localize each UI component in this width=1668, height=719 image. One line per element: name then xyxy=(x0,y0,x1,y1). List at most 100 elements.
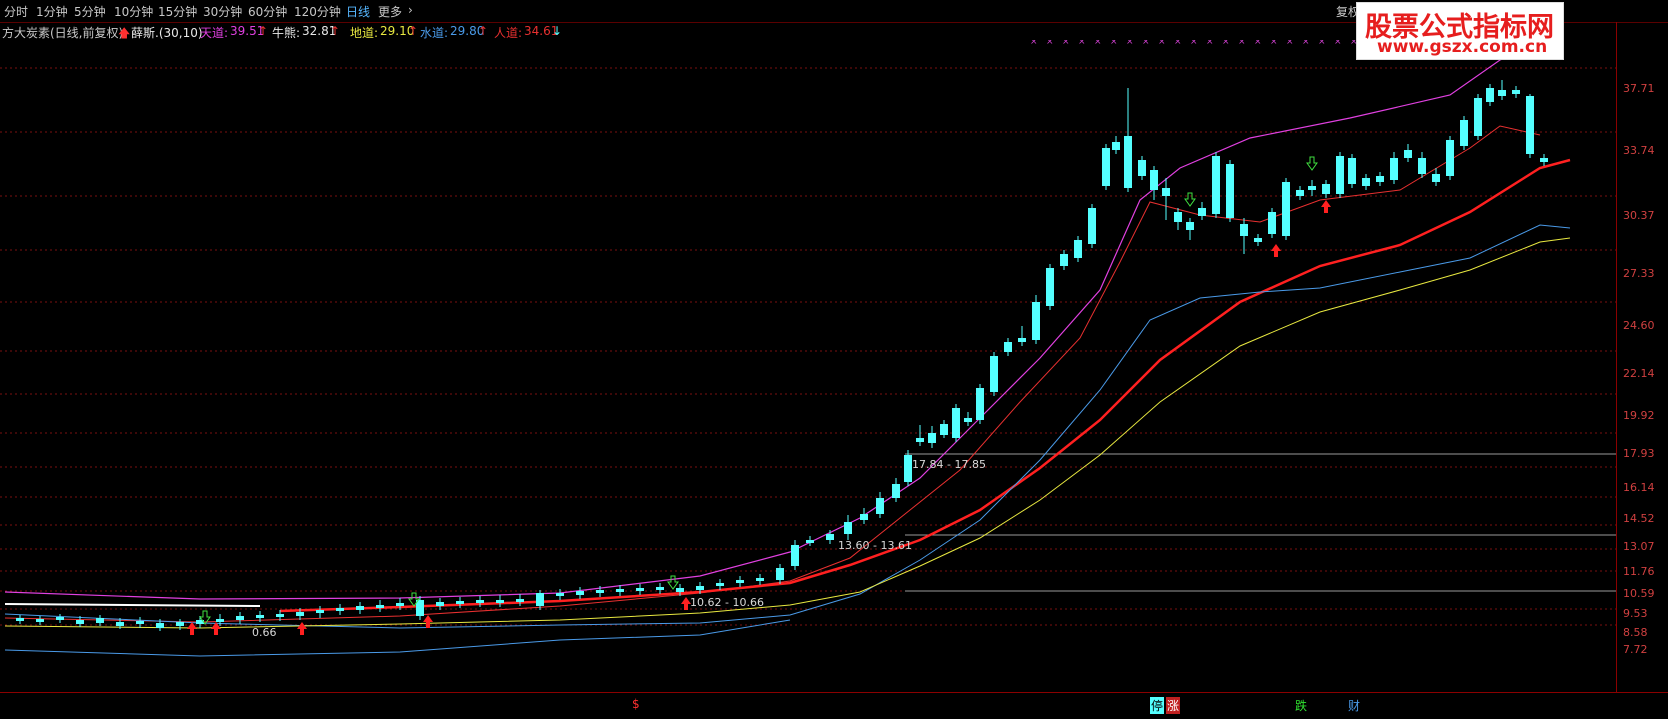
niuxiong-arrow-icon: ↑ xyxy=(330,24,341,38)
candle-body xyxy=(296,612,304,616)
candle-body xyxy=(1348,158,1356,184)
candle-body xyxy=(1074,240,1082,258)
candle-body xyxy=(1446,140,1454,176)
price-annotation-2: 13.60 - 13.61 xyxy=(838,539,912,552)
candle-body xyxy=(576,591,584,595)
x-marker-icon: × xyxy=(1046,40,1054,47)
period-tab-30min[interactable]: 30分钟 xyxy=(203,5,243,19)
candle-body xyxy=(736,580,744,583)
renxian-line xyxy=(4,125,1541,623)
shuidao-label: 水道: xyxy=(420,26,449,40)
sell-arrow-icon xyxy=(199,610,211,625)
candle-body xyxy=(636,588,644,591)
candle-body xyxy=(860,514,868,520)
lower-band-line xyxy=(4,619,791,657)
axis-tick: 30.37 xyxy=(1623,209,1655,222)
axis-tick: 19.92 xyxy=(1623,409,1655,422)
candle-body xyxy=(1240,224,1248,236)
didao-line xyxy=(4,237,1571,629)
shuidao-line xyxy=(4,224,1571,629)
price-annotation-3: 10.62 - 10.66 xyxy=(690,596,764,609)
candle-body xyxy=(176,622,184,626)
buy-arrow-icon xyxy=(681,597,691,610)
x-marker-icon: × xyxy=(1078,40,1086,47)
price-axis: 37.71 33.74 30.37 27.33 24.60 22.14 19.9… xyxy=(1616,22,1668,692)
period-tab-15min[interactable]: 15分钟 xyxy=(158,5,198,19)
x-marker-icon: × xyxy=(1334,40,1342,47)
candle-body xyxy=(1474,98,1482,136)
signal-bar: $ 停 涨 跌 财 xyxy=(0,692,1668,719)
x-marker-icon: × xyxy=(1222,40,1230,47)
signal-zhang-label: 涨 xyxy=(1166,697,1181,714)
buy-arrow-icon xyxy=(423,615,433,628)
candle-body xyxy=(1512,90,1520,94)
period-tab-5min[interactable]: 5分钟 xyxy=(74,5,106,19)
candle-body xyxy=(116,622,124,626)
candle-body xyxy=(1336,156,1344,194)
formula-name: 薛斯.(30,10) xyxy=(131,26,203,40)
x-marker-icon: × xyxy=(1238,40,1246,47)
buy-arrow-icon xyxy=(1271,244,1281,257)
candle-body xyxy=(876,498,884,514)
candle-body xyxy=(1308,186,1316,190)
x-marker-icon: × xyxy=(1206,40,1214,47)
niuxiong-line xyxy=(279,158,1571,613)
candle-body xyxy=(656,587,664,590)
candle-body xyxy=(1186,222,1194,230)
more-arrow-icon[interactable]: › xyxy=(408,3,413,17)
fuquan-button[interactable]: 复权 xyxy=(1336,5,1361,19)
up-arrow-icon: 🡅 xyxy=(118,26,131,40)
period-tab-more[interactable]: 更多 xyxy=(378,5,403,19)
kline-chart[interactable]: × × × × × × × × × × × × × × × × × × × × × xyxy=(0,40,1616,692)
x-marker-icon: × xyxy=(1254,40,1262,47)
candle-body xyxy=(916,438,924,442)
candle-body xyxy=(1088,208,1096,244)
period-tab-1min[interactable]: 1分钟 xyxy=(36,5,68,19)
x-marker-icon: × xyxy=(1318,40,1326,47)
candle-body xyxy=(356,606,364,610)
candle-body xyxy=(1112,142,1120,150)
candle-body xyxy=(1212,156,1220,214)
candle-body xyxy=(904,455,912,482)
x-marker-icon: × xyxy=(1030,40,1038,47)
axis-tick: 14.52 xyxy=(1623,512,1655,525)
candle-body xyxy=(536,593,544,606)
signal-ting-label: 停 xyxy=(1150,697,1165,714)
axis-tick: 11.76 xyxy=(1623,565,1655,578)
candle-body xyxy=(1102,148,1110,186)
x-marker-icon: × xyxy=(1094,40,1102,47)
axis-tick: 37.71 xyxy=(1623,82,1655,95)
period-tab-daily[interactable]: 日线 xyxy=(346,5,371,19)
period-tab-fenshi[interactable]: 分时 xyxy=(4,5,29,19)
renxian-arrow-icon: ↓ xyxy=(552,24,563,38)
candle-body xyxy=(1540,158,1548,162)
renxian-value: 34.61 xyxy=(524,24,559,38)
candle-body xyxy=(1404,150,1412,158)
candle-body xyxy=(516,599,524,602)
candle-body xyxy=(596,590,604,593)
x-marker-icon: × xyxy=(1126,40,1134,47)
tiandao-arrow-icon: ↑ xyxy=(258,24,269,38)
x-marker-icon: × xyxy=(1190,40,1198,47)
candle-body xyxy=(1198,208,1206,216)
period-tab-60min[interactable]: 60分钟 xyxy=(248,5,288,19)
candle-body xyxy=(1322,184,1330,194)
candle-body xyxy=(1174,212,1182,222)
candle-body xyxy=(1486,88,1494,102)
x-marker-icon: × xyxy=(1142,40,1150,47)
signal-s-label: $ xyxy=(632,697,640,711)
price-annotation-4: 0.66 xyxy=(252,626,277,639)
shuidao-arrow-icon: ↑ xyxy=(478,24,489,38)
period-tab-120min[interactable]: 120分钟 xyxy=(294,5,341,19)
didao-arrow-icon: ↑ xyxy=(408,24,419,38)
candle-body xyxy=(1004,342,1012,352)
renxian-label: 人道: xyxy=(494,26,523,40)
period-tab-10min[interactable]: 10分钟 xyxy=(114,5,154,19)
didao-label: 地道: xyxy=(350,26,379,40)
candle-body xyxy=(806,540,814,543)
candle-body xyxy=(1124,136,1132,188)
candle-body xyxy=(56,617,64,620)
candle-body xyxy=(1162,188,1170,196)
buy-arrow-icon xyxy=(297,622,307,635)
candle-body xyxy=(1268,212,1276,234)
